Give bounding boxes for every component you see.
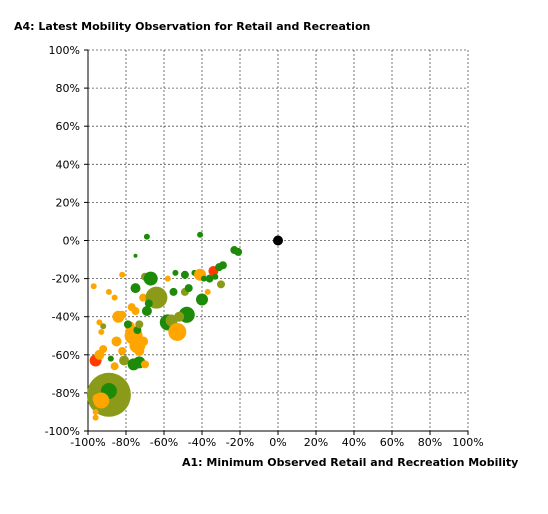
scatter-point [131, 306, 140, 315]
scatter-point [110, 362, 119, 371]
scatter-point [180, 270, 189, 279]
scatter-point [90, 283, 97, 290]
scatter-point [204, 288, 211, 295]
scatter-point [119, 271, 126, 278]
scatter-point [141, 305, 152, 316]
y-tick-label: -100% [45, 425, 80, 438]
scatter-point [130, 283, 141, 294]
x-tick-label: 40% [342, 436, 366, 449]
data-points [86, 231, 283, 421]
x-tick-label: -80% [112, 436, 140, 449]
scatter-point [111, 336, 122, 347]
scatter-point [133, 253, 138, 258]
y-tick-label: 40% [56, 158, 80, 171]
scatter-point [123, 320, 132, 329]
scatter-point [212, 273, 219, 280]
x-tick-label: 100% [452, 436, 483, 449]
scatter-point [174, 311, 185, 322]
x-tick-label: -100% [70, 436, 105, 449]
scatter-point [105, 288, 112, 295]
scatter-point [139, 293, 148, 302]
scatter-point [196, 293, 208, 306]
x-tick-label: -60% [150, 436, 178, 449]
y-tick-label: 0% [63, 235, 80, 248]
scatter-point [218, 261, 227, 270]
scatter-point [134, 345, 145, 356]
scatter-point [107, 355, 114, 362]
scatter-point [118, 310, 127, 319]
x-tick-label: 0% [269, 436, 286, 449]
grid [88, 49, 469, 431]
scatter-point [118, 346, 127, 355]
y-tick-label: -80% [52, 387, 80, 400]
y-tick-label: 100% [49, 44, 80, 57]
scatter-point [96, 319, 103, 326]
y-tick-label: 60% [56, 120, 80, 133]
scatter-point [164, 275, 171, 282]
scatter-point [205, 274, 214, 283]
scatter-point [234, 247, 243, 256]
tick-labels: -100% -80% -60% -40% -20% 0% 20% 40% 60% 80% 100% 1… [45, 44, 484, 449]
scatter-point [144, 299, 153, 308]
x-tick-label: -40% [188, 436, 216, 449]
scatter-point [217, 280, 225, 289]
scatter-point [100, 323, 107, 330]
scatter-point [143, 271, 158, 286]
scatter-point [172, 269, 179, 276]
scatter-point [92, 393, 103, 404]
scatter-point [200, 275, 207, 282]
y-tick-label: 20% [56, 196, 80, 209]
y-tick-label: -40% [52, 311, 80, 324]
scatter-point [141, 360, 149, 369]
scatter-point [98, 328, 105, 335]
scatter-point [197, 231, 204, 238]
scatter-point [92, 414, 99, 421]
scatter-point [273, 235, 283, 246]
scatter-point [99, 345, 108, 354]
scatter-point [111, 294, 118, 301]
scatter-point [184, 284, 193, 293]
chart-title: A4: Latest Mobility Observation for Reta… [14, 20, 371, 33]
x-axis-label: A1: Minimum Observed Retail and Recreati… [182, 456, 519, 469]
x-tick-label: -20% [226, 436, 254, 449]
x-tick-label: 60% [380, 436, 404, 449]
scatter-point [135, 320, 144, 329]
x-tick-label: 20% [304, 436, 328, 449]
scatter-point [168, 322, 187, 341]
x-tick-label: 80% [418, 436, 442, 449]
y-tick-label: 80% [56, 82, 80, 95]
scatter-point [169, 287, 178, 296]
y-tick-label: -20% [52, 273, 80, 286]
scatter-point [92, 408, 99, 415]
axes [84, 49, 469, 435]
scatter-point [119, 355, 130, 366]
scatter-point [143, 233, 150, 240]
y-tick-label: -60% [52, 349, 80, 362]
scatter-point [138, 336, 149, 347]
